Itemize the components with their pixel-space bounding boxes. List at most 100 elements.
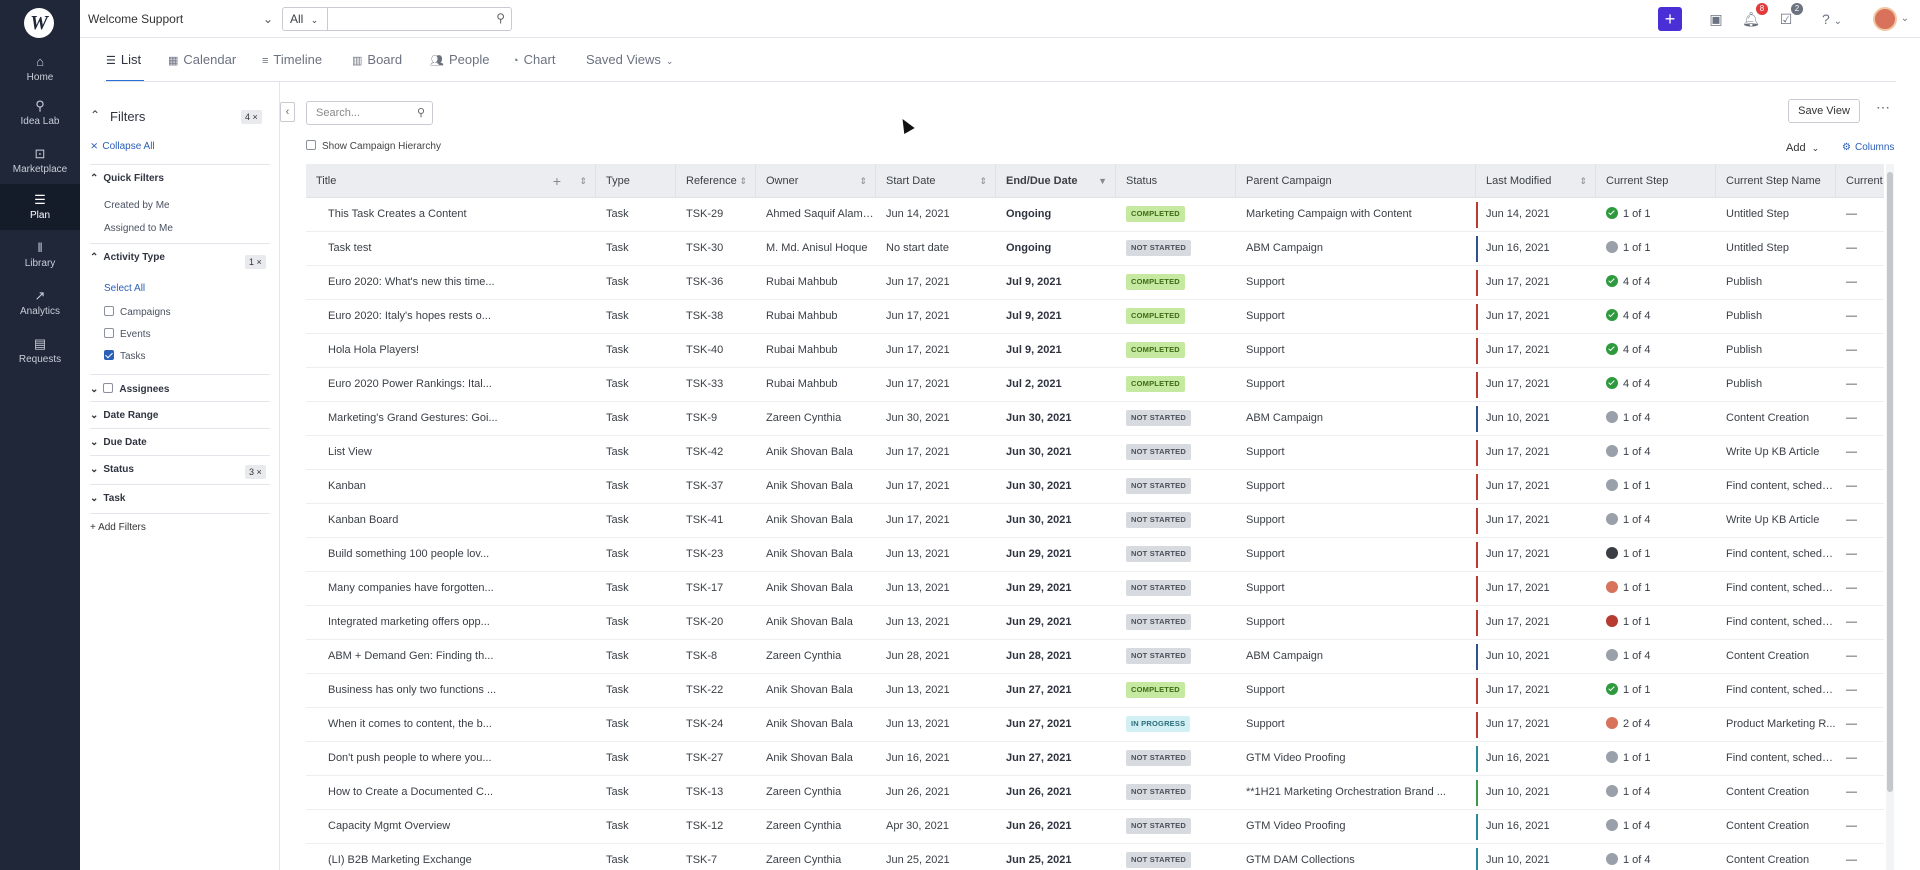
notifications-bell-icon[interactable]: 🔔︎ 8 xyxy=(1739,3,1768,31)
table-row[interactable]: Business has only two functions ... Task T… xyxy=(306,674,1884,708)
tasks-icon[interactable]: ☑ 2 xyxy=(1774,3,1803,31)
quick-filter-assigned-to-me[interactable]: Assigned to Me xyxy=(104,223,173,234)
cell-title[interactable]: Don't push people to where you... xyxy=(328,752,492,764)
rail-item-requests[interactable]: ▤ Requests xyxy=(0,328,80,374)
cell-title[interactable]: (LI) B2B Marketing Exchange xyxy=(328,854,472,866)
table-row[interactable]: Marketing's Grand Gestures: Goi... Task TS… xyxy=(306,402,1884,436)
columns-button[interactable]: ⚙ Columns xyxy=(1842,142,1894,153)
cell-title[interactable]: Kanban Board xyxy=(328,514,399,526)
cell-title[interactable]: Marketing's Grand Gestures: Goi... xyxy=(328,412,498,424)
tab-list[interactable]: ☰ List xyxy=(106,52,144,82)
select-all-link[interactable]: Select All xyxy=(104,283,146,294)
campaigns-checkbox[interactable] xyxy=(104,306,114,316)
table-row[interactable]: Euro 2020 Power Rankings: Ital... Task TSK… xyxy=(306,368,1884,402)
workspace-selector[interactable]: Welcome Support ⌄ xyxy=(88,7,273,31)
column-header-current[interactable]: Current xyxy=(1836,164,1884,198)
column-header-status[interactable]: Status xyxy=(1116,164,1236,198)
activity-type-count-clear[interactable]: 1 × xyxy=(245,255,266,269)
grid-search-input[interactable]: Search... ⚲ xyxy=(306,101,433,125)
table-row[interactable]: How to Create a Documented C... Task TSK-1… xyxy=(306,776,1884,810)
column-header-title[interactable]: Title + ⇕ xyxy=(306,164,596,198)
save-view-button[interactable]: Save View xyxy=(1788,99,1860,123)
column-header-reference[interactable]: Reference ⇕ xyxy=(676,164,756,198)
cell-title[interactable]: This Task Creates a Content xyxy=(328,208,467,220)
column-header-start-date[interactable]: Start Date ⇕ xyxy=(876,164,996,198)
table-row[interactable]: (LI) B2B Marketing Exchange Task TSK-7 Zare… xyxy=(306,844,1884,870)
filter-section-due-date[interactable]: ⌄ Due Date xyxy=(90,428,270,450)
chat-icon[interactable]: ▣ xyxy=(1709,11,1723,27)
show-hierarchy-toggle[interactable]: Show Campaign Hierarchy xyxy=(306,140,441,152)
rail-item-home[interactable]: ⌂ Home xyxy=(0,46,80,92)
table-row[interactable]: Don't push people to where you... Task TSK… xyxy=(306,742,1884,776)
tab-board[interactable]: ▥ Board xyxy=(352,52,402,82)
table-row[interactable]: This Task Creates a Content Task TSK-29 Ahm… xyxy=(306,198,1884,232)
filter-section-date-range[interactable]: ⌄ Date Range xyxy=(90,401,270,423)
cell-title[interactable]: How to Create a Documented C... xyxy=(328,786,494,798)
table-row[interactable]: Kanban Task TSK-37 Anik Shovan Bala Jun 17, … xyxy=(306,470,1884,504)
cell-title[interactable]: Kanban xyxy=(328,480,366,492)
table-row[interactable]: When it comes to content, the b... Task TS… xyxy=(306,708,1884,742)
add-icon[interactable]: + xyxy=(552,173,561,189)
cell-title[interactable]: ABM + Demand Gen: Finding th... xyxy=(328,650,494,662)
chevron-down-icon[interactable]: ⌄ xyxy=(1900,13,1910,24)
filter-section-task[interactable]: ⌄ Task xyxy=(90,484,270,506)
collapse-filters-button[interactable]: ‹ xyxy=(280,102,295,122)
cell-title[interactable]: List View xyxy=(328,446,372,458)
tab-calendar[interactable]: ▦ Calendar xyxy=(168,52,236,82)
hierarchy-checkbox[interactable] xyxy=(306,140,316,150)
rail-item-idea-lab[interactable]: ⚲ Idea Lab xyxy=(0,90,80,136)
cell-title[interactable]: Euro 2020 Power Rankings: Ital... xyxy=(328,378,492,390)
user-avatar[interactable] xyxy=(1873,7,1897,31)
filters-count-clear[interactable]: 4 × xyxy=(241,110,262,124)
search-scope-select[interactable]: All ⌄ xyxy=(282,7,328,31)
tab-people[interactable]: 👥︎ People xyxy=(430,52,489,82)
cell-title[interactable]: Euro 2020: Italy's hopes rests o... xyxy=(328,310,491,322)
add-button[interactable]: Add ⌄ xyxy=(1786,142,1819,154)
scrollbar-thumb[interactable] xyxy=(1887,172,1893,792)
column-header-owner[interactable]: Owner ⇕ xyxy=(756,164,876,198)
cell-title[interactable]: Business has only two functions ... xyxy=(328,684,497,696)
cell-title[interactable]: Many companies have forgotten... xyxy=(328,582,494,594)
status-count-clear[interactable]: 3 × xyxy=(245,465,266,479)
assignees-checkbox[interactable] xyxy=(103,383,114,393)
filter-section-activity-type[interactable]: ⌃ Activity Type xyxy=(90,243,270,265)
activity-option-campaigns[interactable]: Campaigns xyxy=(104,306,171,318)
cell-title[interactable]: Capacity Mgmt Overview xyxy=(328,820,451,832)
table-row[interactable]: Hola Hola Players! Task TSK-40 Rubai Mahbub… xyxy=(306,334,1884,368)
app-logo[interactable]: W xyxy=(24,8,54,38)
table-row[interactable]: Kanban Board Task TSK-41 Anik Shovan Bala Ju… xyxy=(306,504,1884,538)
column-header-current-step-name[interactable]: Current Step Name xyxy=(1716,164,1836,198)
table-row[interactable]: Capacity Mgmt Overview Task TSK-12 Zareen C… xyxy=(306,810,1884,844)
tab-saved-views[interactable]: Saved Views ⌄ xyxy=(586,52,673,82)
table-row[interactable]: ABM + Demand Gen: Finding th... Task TSK-8… xyxy=(306,640,1884,674)
filter-section-quick-filters[interactable]: ⌃ Quick Filters xyxy=(90,164,270,186)
column-header-end-date[interactable]: End/Due Date ▼ xyxy=(996,164,1116,198)
filter-section-assignees[interactable]: ⌄ Assignees xyxy=(90,374,270,396)
table-row[interactable]: Build something 100 people lov... Task TSK… xyxy=(306,538,1884,572)
rail-item-marketplace[interactable]: ⊡ Marketplace xyxy=(0,138,80,184)
cell-title[interactable]: Euro 2020: What's new this time... xyxy=(328,276,495,288)
column-header-type[interactable]: Type xyxy=(596,164,676,198)
column-header-current-step[interactable]: Current Step xyxy=(1596,164,1716,198)
table-row[interactable]: Task test Task TSK-30 M. Md. Anisul Hoque No… xyxy=(306,232,1884,266)
activity-option-events[interactable]: Events xyxy=(104,328,151,340)
cell-title[interactable]: When it comes to content, the b... xyxy=(328,718,492,730)
events-checkbox[interactable] xyxy=(104,328,114,338)
more-options-icon[interactable]: ⋯ xyxy=(1876,99,1890,115)
cell-title[interactable]: Task test xyxy=(328,242,372,254)
table-row[interactable]: Euro 2020: What's new this time... Task TS… xyxy=(306,266,1884,300)
create-button[interactable]: + xyxy=(1658,7,1682,31)
column-header-parent-campaign[interactable]: Parent Campaign xyxy=(1236,164,1476,198)
rail-item-plan[interactable]: ☰ Plan xyxy=(0,184,80,230)
global-search-input[interactable]: ⚲ xyxy=(328,7,512,31)
table-row[interactable]: List View Task TSK-42 Anik Shovan Bala Jun 1… xyxy=(306,436,1884,470)
table-row[interactable]: Integrated marketing offers opp... Task TS… xyxy=(306,606,1884,640)
column-header-last-modified[interactable]: Last Modified ⇕ xyxy=(1476,164,1596,198)
rail-item-analytics[interactable]: ↗ Analytics xyxy=(0,280,80,326)
chevron-up-icon[interactable]: ⌃ xyxy=(90,108,101,122)
tab-chart[interactable]: ◔ Chart xyxy=(512,52,555,82)
tab-timeline[interactable]: ≡ Timeline xyxy=(262,52,322,82)
quick-filter-created-by-me[interactable]: Created by Me xyxy=(104,200,170,211)
rail-item-library[interactable]: ‖ Library xyxy=(0,232,80,278)
help-menu[interactable]: ? ⌄ xyxy=(1815,7,1849,31)
